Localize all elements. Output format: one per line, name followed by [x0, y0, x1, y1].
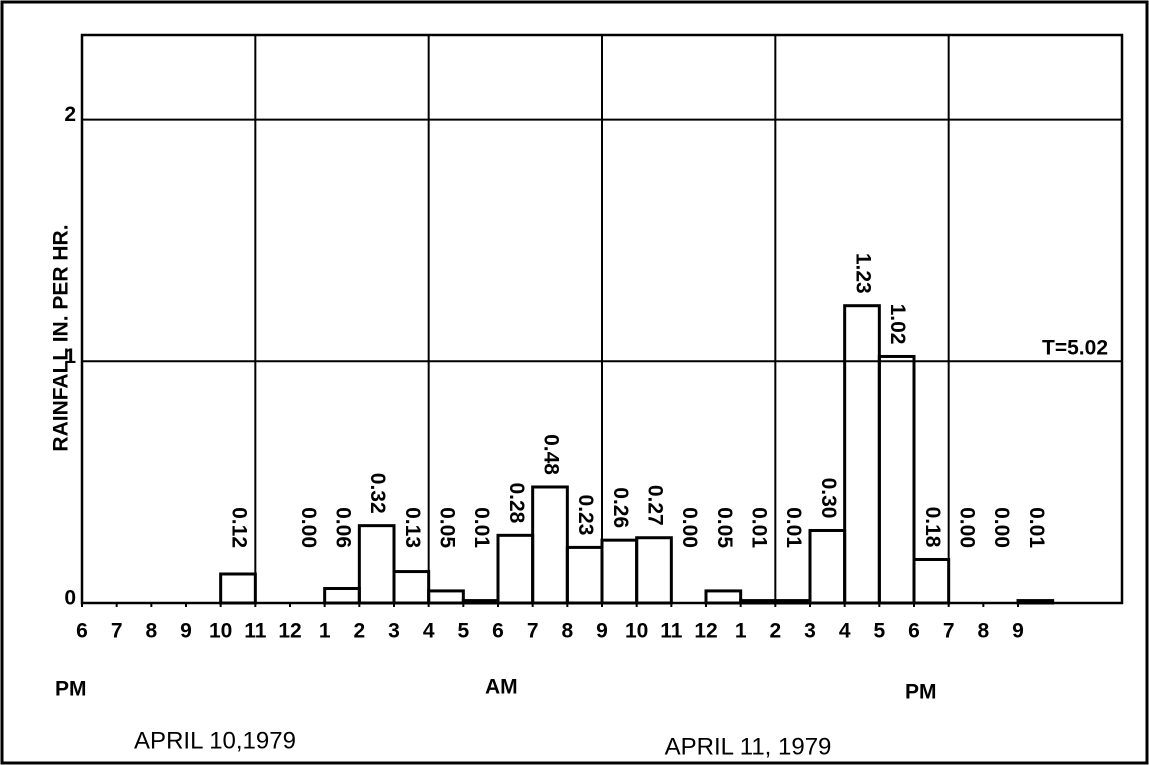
data-label: 0.01 [1025, 507, 1048, 548]
data-label: 0.01 [470, 507, 493, 548]
data-label: 0.01 [747, 507, 770, 548]
annotation: PM [905, 681, 937, 704]
data-label: 0.28 [505, 482, 528, 523]
x-tick-label: 11 [244, 620, 267, 643]
bar [739, 599, 777, 605]
data-label: 0.01 [782, 507, 805, 548]
bar [531, 485, 569, 605]
x-tick-label: 12 [694, 620, 717, 643]
x-tick-label: 5 [873, 620, 885, 643]
bar [565, 545, 604, 605]
date-label: APRIL 11, 1979 [665, 733, 832, 760]
x-tick-label: 8 [977, 620, 989, 643]
x-tick-label: 1 [735, 620, 747, 643]
y-tick-label: 2 [64, 103, 76, 126]
x-tick-label: 10 [625, 620, 648, 643]
date-label: APRIL 10,1979 [134, 727, 296, 754]
annotation: AM [485, 676, 518, 699]
x-tick-label: 4 [423, 620, 435, 643]
annotation: PM [55, 678, 87, 701]
x-tick-label: 12 [278, 620, 301, 643]
bar [496, 533, 535, 605]
data-label: 1.02 [886, 304, 909, 345]
y-tick-label: 0 [64, 587, 76, 610]
data-label: 0.05 [713, 507, 736, 548]
x-tick-label: 9 [180, 620, 192, 643]
x-tick-label: 10 [209, 620, 232, 643]
bar [427, 589, 465, 605]
data-label: 0.26 [609, 487, 632, 528]
x-tick-label: 5 [457, 620, 469, 643]
x-tick-label: 3 [388, 620, 400, 643]
x-tick-label: 8 [145, 620, 157, 643]
x-tick-label: 11 [660, 620, 683, 643]
x-tick-label: 3 [804, 620, 816, 643]
x-tick-label: 2 [769, 620, 781, 643]
data-label: 0.06 [331, 507, 354, 548]
x-tick-label: 7 [527, 620, 539, 643]
bar [323, 586, 361, 605]
bar [843, 304, 881, 605]
x-tick-label: 9 [1012, 620, 1024, 643]
x-tick-label: 8 [561, 620, 573, 643]
bar [392, 570, 431, 605]
data-label: 0.12 [227, 507, 250, 548]
bar [1016, 599, 1055, 605]
data-label: 0.32 [366, 473, 389, 514]
y-axis-label: RAINFALL IN. PER HR. [50, 224, 73, 451]
y-tick-label: 1 [64, 345, 76, 368]
data-label: 0.18 [921, 507, 944, 548]
bar [635, 536, 673, 605]
data-label: 0.30 [817, 478, 840, 519]
data-label: 0.13 [401, 507, 424, 548]
x-tick-label: 6 [76, 620, 88, 643]
bar [808, 528, 847, 605]
data-label: 0.00 [955, 507, 978, 548]
bar [357, 524, 396, 605]
x-tick-label: 1 [319, 620, 331, 643]
data-label: 0.27 [643, 485, 666, 526]
data-label: 1.23 [851, 253, 874, 294]
data-label: 0.23 [574, 495, 597, 536]
annotation: T=5.02 [1042, 337, 1108, 360]
x-tick-label: 7 [111, 620, 123, 643]
data-label: 0.48 [539, 434, 562, 475]
data-label: 0.00 [297, 507, 320, 548]
bar [600, 538, 639, 605]
bar [461, 599, 500, 605]
x-tick-label: 6 [492, 620, 504, 643]
bar [877, 354, 916, 605]
bar [912, 557, 951, 605]
data-label: 0.05 [435, 507, 458, 548]
x-tick-label: 9 [596, 620, 608, 643]
x-tick-label: 4 [839, 620, 851, 643]
bar [704, 589, 743, 605]
x-tick-label: 2 [353, 620, 365, 643]
data-label: 0.00 [990, 507, 1013, 548]
bar [219, 572, 257, 605]
data-label: 0.00 [678, 507, 701, 548]
bar [773, 599, 812, 605]
x-tick-label: 6 [908, 620, 920, 643]
x-tick-label: 7 [943, 620, 955, 643]
